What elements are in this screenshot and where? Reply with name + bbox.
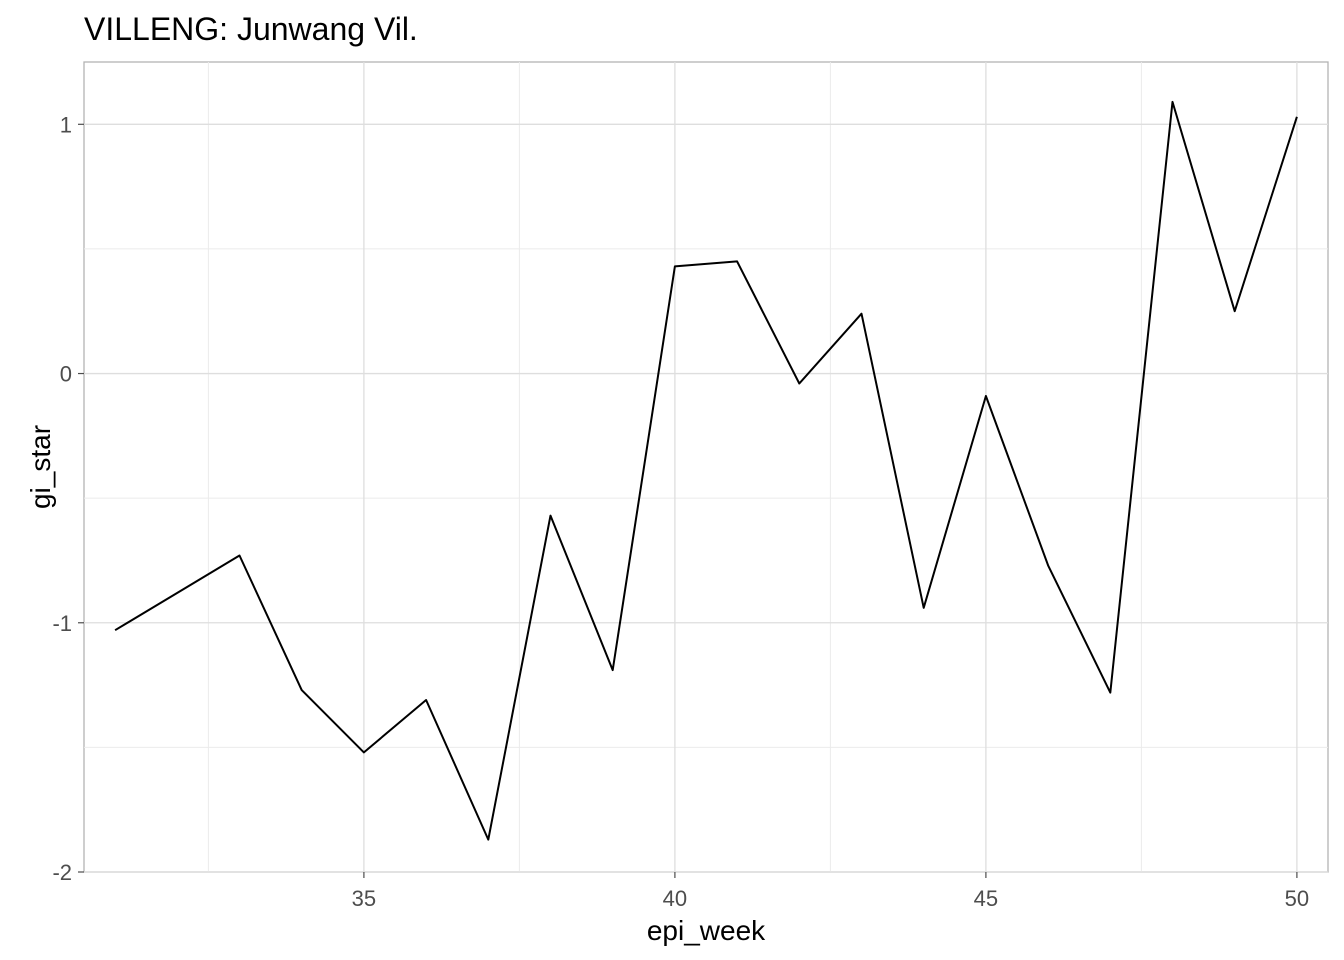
y-axis-title: gi_star: [25, 425, 56, 509]
major-gridlines: [84, 62, 1328, 873]
y-tick-label: 0: [60, 362, 72, 387]
x-tick-label: 45: [974, 886, 998, 911]
x-tick-label: 50: [1285, 886, 1309, 911]
chart-title: VILLENG: Junwang Vil.: [84, 11, 418, 47]
x-tick-label: 35: [352, 886, 376, 911]
plot-panel: [83, 61, 1329, 873]
data-series: [114, 100, 1298, 841]
x-tick-label: 40: [663, 886, 687, 911]
x-axis-title: epi_week: [647, 915, 766, 946]
y-axis-ticks: -2 -1 0 1: [52, 112, 84, 885]
series-line: [114, 100, 1298, 841]
y-tick-label: -1: [52, 611, 72, 636]
y-tick-label: 1: [60, 112, 72, 137]
minor-gridlines: [84, 62, 1328, 872]
x-axis-ticks: 35 40 45 50: [352, 872, 1309, 911]
y-tick-label: -2: [52, 860, 72, 885]
